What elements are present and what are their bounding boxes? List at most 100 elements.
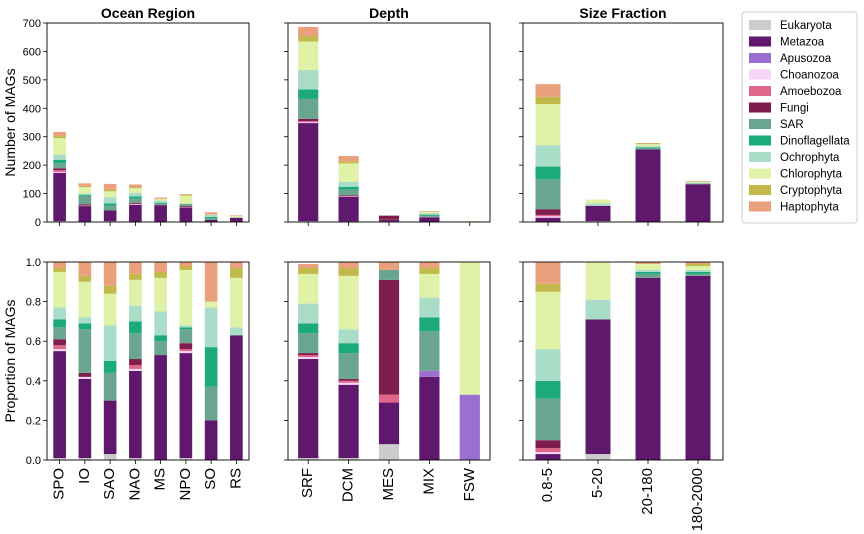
- bar-segment-cryptophyta: [535, 96, 561, 105]
- bar-segment-haptophyta: [378, 262, 400, 270]
- y-axis-label: Proportion of MAGs: [2, 300, 18, 423]
- legend-swatch: [749, 185, 771, 195]
- bar-segment-haptophyta: [535, 84, 561, 97]
- bar-segment-chlorophyta: [204, 301, 218, 308]
- bar-segment-metazoa: [338, 196, 359, 222]
- bar-segment-ochrophyta: [419, 297, 440, 318]
- legend: Eukaryota Metazoa Apusozoa Choanozoa Amoeboz…: [741, 11, 858, 224]
- bar-segment-eukaryota: [338, 458, 359, 460]
- y-axis-label: Number of MAGs: [2, 68, 18, 176]
- bar-segment-choanozoa: [129, 204, 142, 205]
- bar-segment-choanozoa: [53, 171, 66, 173]
- legend-entry: Chlorophyta: [780, 169, 843, 181]
- bar-segment-metazoa: [685, 184, 711, 222]
- bar-segment-ochrophyta: [535, 349, 561, 381]
- bar-segment-sar: [419, 331, 440, 371]
- bar-segment-metazoa: [298, 123, 319, 222]
- bar-segment-chlorophyta: [685, 181, 711, 183]
- bar-segment-metazoa: [103, 210, 117, 222]
- bar-segment-choanozoa: [78, 376, 92, 379]
- bar-segment-haptophyta: [204, 262, 218, 302]
- x-tick-label: DCM: [340, 468, 357, 502]
- x-tick-label: RS: [227, 468, 244, 489]
- bar-segment-dinoflagellata: [78, 323, 92, 330]
- bar-segment-fungi: [179, 343, 193, 350]
- bar-segment-chlorophyta: [179, 269, 193, 326]
- bar-segment-sar: [204, 218, 218, 221]
- y-tick-label: 0.0: [26, 455, 41, 467]
- bar-segment-metazoa: [204, 420, 218, 460]
- bar-segment-haptophyta: [535, 262, 561, 284]
- bar-segment-amoebozoa: [378, 394, 400, 403]
- bar-segment-ochrophyta: [129, 193, 142, 197]
- bar-segment-haptophyta: [78, 183, 92, 186]
- bar-segment-ochrophyta: [635, 269, 661, 272]
- legend-swatch: [749, 36, 771, 47]
- bar-segment-apusozoa: [419, 370, 440, 377]
- bar-segment-metazoa: [78, 378, 92, 459]
- y-tick-label: 300: [23, 132, 41, 144]
- bar-segment-choanozoa: [53, 349, 66, 352]
- bar-segment-dinoflagellata: [535, 380, 561, 399]
- bar-segment-amoebozoa: [129, 203, 142, 205]
- bar-segment-haptophyta: [635, 262, 661, 264]
- bar-segment-dinoflagellata: [78, 194, 92, 196]
- bar-segment-chlorophyta: [129, 279, 142, 306]
- bar-segment-sar: [685, 273, 711, 276]
- bar-segment-fungi: [154, 204, 167, 206]
- bar-segment-cryptophyta: [78, 185, 92, 188]
- bar-segment-metazoa: [535, 454, 561, 460]
- bar-segment-metazoa: [154, 205, 167, 222]
- bar-segment-chlorophyta: [53, 138, 66, 155]
- bar-segment-chlorophyta: [685, 265, 711, 270]
- panel-title: Size Fraction: [579, 5, 666, 21]
- bar-segment-dinoflagellata: [635, 271, 661, 274]
- bar-segment-fungi: [129, 359, 142, 365]
- axes-frame: [46, 261, 250, 461]
- bar-segment-chlorophyta: [154, 277, 167, 312]
- bar-segment-sar: [129, 333, 142, 360]
- bar-segment-sar: [154, 203, 167, 205]
- bar-segment-ochrophyta: [338, 329, 359, 344]
- bar-segment-cryptophyta: [154, 271, 167, 278]
- bar-segment-dinoflagellata: [154, 335, 167, 342]
- bar-segment-fungi: [535, 209, 561, 215]
- bar-segment-chlorophyta: [419, 212, 440, 214]
- x-tick-label: MS: [152, 468, 169, 491]
- bar-segment-dinoflagellata: [129, 321, 142, 334]
- legend-swatch: [749, 152, 771, 162]
- bar-segment-sar: [103, 372, 117, 401]
- bar-segment-chlorophyta: [459, 221, 480, 222]
- bar-segment-cryptophyta: [298, 267, 319, 274]
- axes-frame: [287, 261, 491, 461]
- bar-segment-cryptophyta: [53, 136, 66, 139]
- bar-segment-metazoa: [179, 207, 193, 222]
- bar-segment-ochrophyta: [419, 213, 440, 215]
- bar-segment-sar: [535, 398, 561, 441]
- bar-segment-chlorophyta: [635, 144, 661, 147]
- bar-segment-chlorophyta: [129, 188, 142, 193]
- bar-segment-eukaryota: [378, 444, 400, 460]
- bar-segment-metazoa: [103, 400, 117, 455]
- bar-segment-haptophyta: [419, 262, 440, 268]
- bar-segment-ochrophyta: [585, 203, 611, 206]
- bar-segment-sar: [129, 198, 142, 203]
- bar-segment-fungi: [53, 339, 66, 346]
- bar-segment-eukaryota: [53, 458, 66, 460]
- bar-segment-sar: [103, 205, 117, 211]
- bar-segment-haptophyta: [230, 215, 243, 216]
- bar-segment-fungi: [378, 279, 400, 395]
- bar-segment-metazoa: [230, 217, 243, 222]
- bar-segment-metazoa: [338, 384, 359, 459]
- y-tick-label: 400: [23, 103, 41, 115]
- x-tick-label: 180-2000: [689, 468, 706, 531]
- bar-segment-dinoflagellata: [154, 202, 167, 204]
- bar-segment-haptophyta: [419, 211, 440, 212]
- bar-segment-chlorophyta: [338, 163, 359, 182]
- bar-segment-fungi: [535, 440, 561, 449]
- bar-segment-ochrophyta: [585, 299, 611, 320]
- bar-segment-haptophyta: [53, 262, 66, 268]
- size-fraction-count-panel: Size Fraction: [519, 5, 724, 226]
- bar-segment-haptophyta: [685, 181, 711, 182]
